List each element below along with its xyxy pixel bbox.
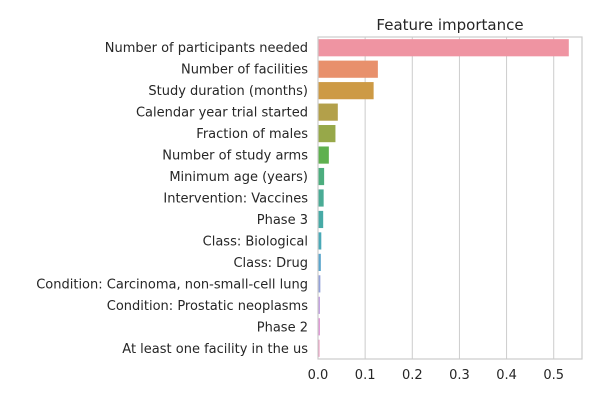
bar <box>318 189 324 207</box>
chart-title: Feature importance <box>376 16 523 34</box>
category-label: Intervention: Vaccines <box>163 192 308 207</box>
plot-frame <box>317 36 583 360</box>
bar <box>318 275 321 293</box>
bar <box>318 318 320 336</box>
x-tick-label: 0.0 <box>308 368 329 383</box>
category-label: At least one facility in the us <box>122 342 308 357</box>
bar <box>318 146 329 164</box>
x-tick-label: 0.5 <box>543 368 564 383</box>
category-label: Study duration (months) <box>148 84 308 99</box>
bar <box>318 339 320 357</box>
bar <box>318 253 321 271</box>
x-tick-label: 0.2 <box>402 368 423 383</box>
bar <box>318 39 569 57</box>
bar <box>318 125 336 143</box>
x-tick-label: 0.1 <box>355 368 376 383</box>
bars <box>318 39 569 357</box>
category-label: Class: Drug <box>233 256 308 271</box>
category-label: Minimum age (years) <box>169 170 308 185</box>
category-label: Fraction of males <box>196 127 308 142</box>
category-label: Number of participants needed <box>105 41 308 56</box>
category-label: Class: Biological <box>203 234 308 249</box>
bar <box>318 296 320 314</box>
x-tick-label: 0.4 <box>496 368 517 383</box>
category-label: Phase 2 <box>257 320 308 335</box>
category-label: Phase 3 <box>257 213 308 228</box>
category-labels: Number of participants needed Number of f… <box>36 41 308 357</box>
x-tick-label: 0.3 <box>449 368 470 383</box>
bar <box>318 232 322 250</box>
category-label: Calendar year trial started <box>136 106 308 121</box>
bar <box>318 210 324 229</box>
bar <box>318 82 374 100</box>
category-label: Number of facilities <box>181 63 308 78</box>
category-label: Number of study arms <box>162 149 308 164</box>
bar <box>318 103 338 121</box>
bar <box>318 167 325 186</box>
x-tick-labels: 0.0 0.1 0.2 0.3 0.4 0.5 <box>308 368 564 383</box>
bar <box>318 60 378 78</box>
category-label: Condition: Prostatic neoplasms <box>107 299 308 314</box>
category-label: Condition: Carcinoma, non-small-cell lun… <box>36 277 308 292</box>
